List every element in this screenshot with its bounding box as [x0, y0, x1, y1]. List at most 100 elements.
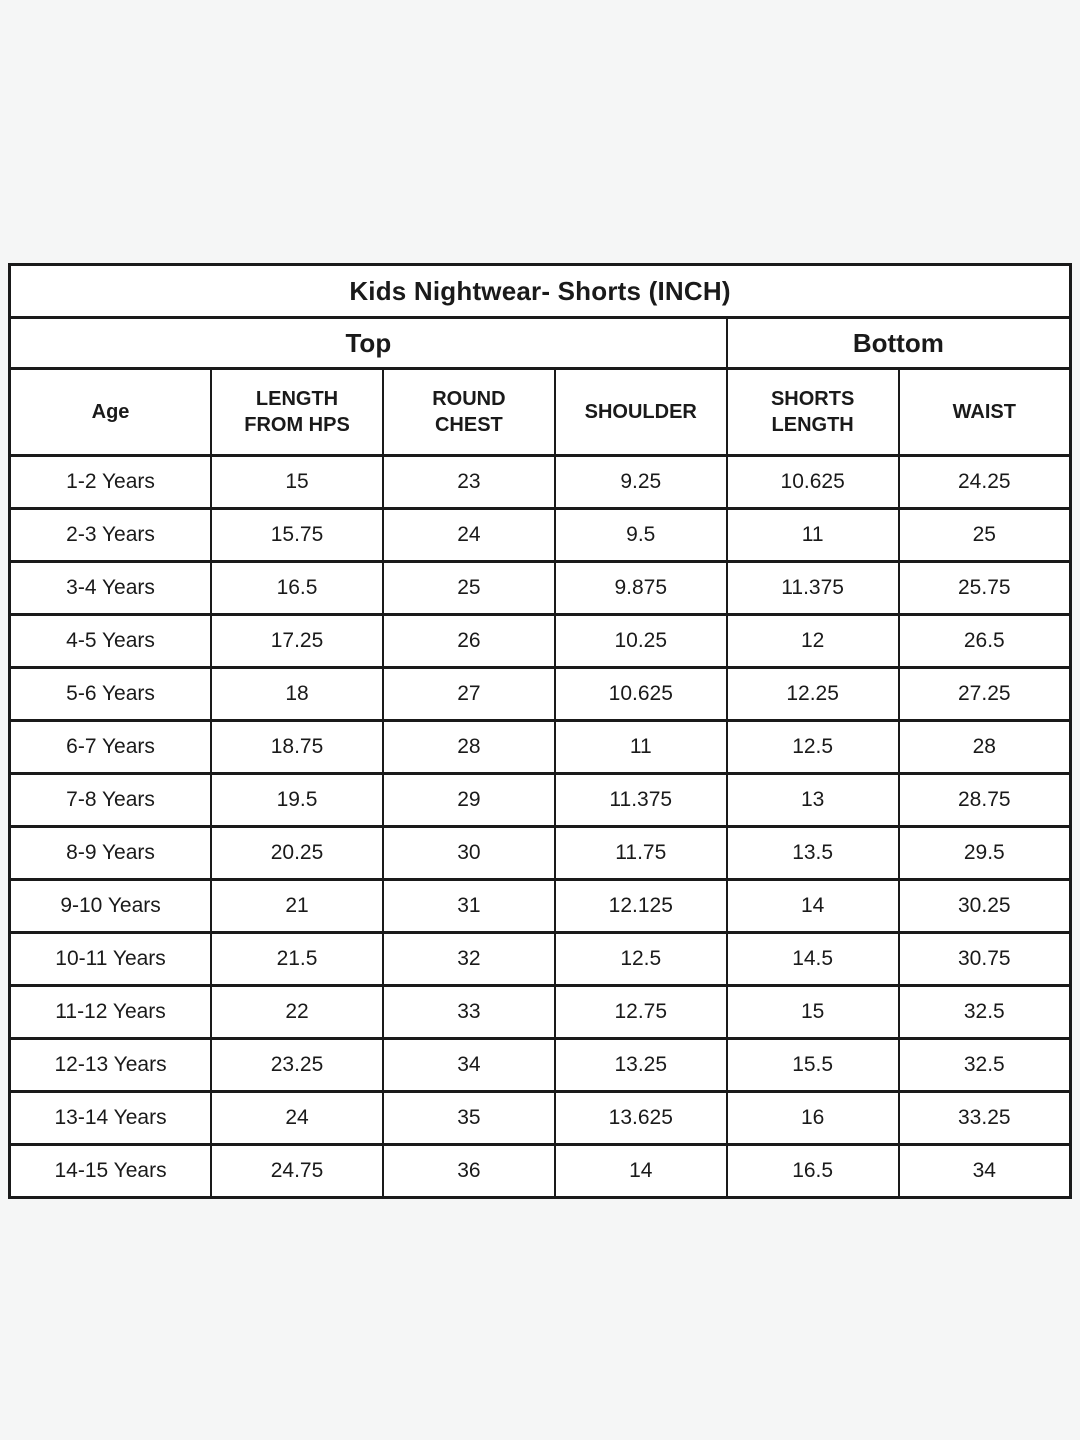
measurement-cell: 32.5	[897, 984, 1072, 1040]
age-cell: 4-5 Years	[8, 613, 213, 669]
measurement-cell: 30.25	[897, 878, 1072, 934]
measurement-cell: 26	[381, 613, 556, 669]
table-row: 4-5 Years 17.25 26 10.25 12 26.5	[8, 613, 1072, 669]
measurement-cell: 21.5	[210, 931, 384, 987]
age-cell: 2-3 Years	[8, 507, 213, 563]
age-cell: 12-13 Years	[8, 1037, 213, 1093]
table-row: 1-2 Years 15 23 9.25 10.625 24.25	[8, 454, 1072, 510]
measurement-cell: 35	[381, 1090, 556, 1146]
table-title: Kids Nightwear- Shorts (INCH)	[8, 263, 1072, 319]
measurement-cell: 12.5	[553, 931, 728, 987]
measurement-cell: 25.75	[897, 560, 1072, 616]
table-row: 6-7 Years 18.75 28 11 12.5 28	[8, 719, 1072, 775]
column-header-0: Age	[8, 367, 213, 457]
measurement-cell: 28	[897, 719, 1072, 775]
measurement-cell: 28.75	[897, 772, 1072, 828]
measurement-cell: 29	[381, 772, 556, 828]
measurement-cell: 30	[381, 825, 556, 881]
measurement-cell: 33	[381, 984, 556, 1040]
measurement-cell: 14	[553, 1143, 728, 1199]
measurement-cell: 36	[381, 1143, 556, 1199]
table-row: 2-3 Years 15.75 24 9.5 11 25	[8, 507, 1072, 563]
measurement-cell: 12.25	[725, 666, 900, 722]
measurement-cell: 34	[897, 1143, 1072, 1199]
measurement-cell: 12.5	[725, 719, 900, 775]
measurement-cell: 29.5	[897, 825, 1072, 881]
age-cell: 8-9 Years	[8, 825, 213, 881]
size-chart-container: Kids Nightwear- Shorts (INCH) Top Bottom…	[8, 263, 1072, 1199]
measurement-cell: 12	[725, 613, 900, 669]
measurement-cell: 10.625	[553, 666, 728, 722]
column-header-row: Age LENGTH FROM HPS ROUND CHEST SHOULDER SHO…	[8, 367, 1072, 457]
column-header-1: LENGTH FROM HPS	[210, 367, 384, 457]
measurement-cell: 10.25	[553, 613, 728, 669]
measurement-cell: 32	[381, 931, 556, 987]
measurement-cell: 15.75	[210, 507, 384, 563]
measurement-cell: 30.75	[897, 931, 1072, 987]
table-row: 13-14 Years 24 35 13.625 16 33.25	[8, 1090, 1072, 1146]
measurement-cell: 27.25	[897, 666, 1072, 722]
measurement-cell: 16.5	[210, 560, 384, 616]
column-header-5: WAIST	[897, 367, 1072, 457]
table-body: 1-2 Years 15 23 9.25 10.625 24.25 2-3 Years 15.…	[8, 454, 1072, 1199]
age-cell: 10-11 Years	[8, 931, 213, 987]
measurement-cell: 33.25	[897, 1090, 1072, 1146]
measurement-cell: 23	[381, 454, 556, 510]
measurement-cell: 31	[381, 878, 556, 934]
age-cell: 1-2 Years	[8, 454, 213, 510]
measurement-cell: 22	[210, 984, 384, 1040]
measurement-cell: 24	[381, 507, 556, 563]
measurement-cell: 24.25	[897, 454, 1072, 510]
measurement-cell: 16.5	[725, 1143, 900, 1199]
title-row: Kids Nightwear- Shorts (INCH)	[8, 263, 1072, 319]
age-cell: 14-15 Years	[8, 1143, 213, 1199]
measurement-cell: 18	[210, 666, 384, 722]
measurement-cell: 27	[381, 666, 556, 722]
measurement-cell: 14.5	[725, 931, 900, 987]
measurement-cell: 11	[553, 719, 728, 775]
measurement-cell: 17.25	[210, 613, 384, 669]
table-row: 7-8 Years 19.5 29 11.375 13 28.75	[8, 772, 1072, 828]
measurement-cell: 16	[725, 1090, 900, 1146]
measurement-cell: 11	[725, 507, 900, 563]
measurement-cell: 18.75	[210, 719, 384, 775]
measurement-cell: 12.125	[553, 878, 728, 934]
age-cell: 9-10 Years	[8, 878, 213, 934]
measurement-cell: 34	[381, 1037, 556, 1093]
size-chart-table: Kids Nightwear- Shorts (INCH) Top Bottom…	[8, 263, 1072, 1199]
table-row: 3-4 Years 16.5 25 9.875 11.375 25.75	[8, 560, 1072, 616]
column-header-3: SHOULDER	[553, 367, 728, 457]
table-row: 12-13 Years 23.25 34 13.25 15.5 32.5	[8, 1037, 1072, 1093]
measurement-cell: 12.75	[553, 984, 728, 1040]
age-cell: 5-6 Years	[8, 666, 213, 722]
measurement-cell: 25	[897, 507, 1072, 563]
table-row: 10-11 Years 21.5 32 12.5 14.5 30.75	[8, 931, 1072, 987]
table-row: 8-9 Years 20.25 30 11.75 13.5 29.5	[8, 825, 1072, 881]
measurement-cell: 32.5	[897, 1037, 1072, 1093]
measurement-cell: 24	[210, 1090, 384, 1146]
table-row: 14-15 Years 24.75 36 14 16.5 34	[8, 1143, 1072, 1199]
measurement-cell: 13.625	[553, 1090, 728, 1146]
measurement-cell: 13	[725, 772, 900, 828]
measurement-cell: 13.5	[725, 825, 900, 881]
measurement-cell: 11.375	[725, 560, 900, 616]
age-cell: 3-4 Years	[8, 560, 213, 616]
measurement-cell: 11.375	[553, 772, 728, 828]
measurement-cell: 21	[210, 878, 384, 934]
measurement-cell: 20.25	[210, 825, 384, 881]
measurement-cell: 15.5	[725, 1037, 900, 1093]
group-header-top: Top	[8, 316, 728, 370]
measurement-cell: 10.625	[725, 454, 900, 510]
measurement-cell: 19.5	[210, 772, 384, 828]
measurement-cell: 9.25	[553, 454, 728, 510]
measurement-cell: 23.25	[210, 1037, 384, 1093]
age-cell: 11-12 Years	[8, 984, 213, 1040]
table-row: 11-12 Years 22 33 12.75 15 32.5	[8, 984, 1072, 1040]
age-cell: 13-14 Years	[8, 1090, 213, 1146]
measurement-cell: 13.25	[553, 1037, 728, 1093]
measurement-cell: 9.875	[553, 560, 728, 616]
measurement-cell: 9.5	[553, 507, 728, 563]
age-cell: 7-8 Years	[8, 772, 213, 828]
column-header-2: ROUND CHEST	[381, 367, 556, 457]
measurement-cell: 15	[210, 454, 384, 510]
